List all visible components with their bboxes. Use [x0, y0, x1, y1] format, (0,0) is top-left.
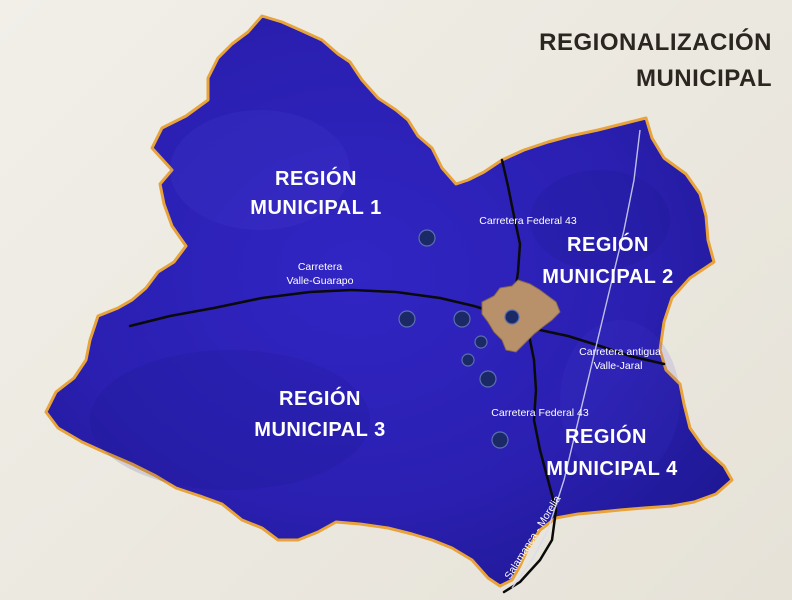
label-valle-guarapo-line1: Carretera [298, 261, 343, 273]
locality-dot [491, 431, 509, 449]
urban-area [481, 279, 561, 353]
region-2-label-line1: REGIÓN [567, 232, 649, 256]
region-3-label-line2: MUNICIPAL 3 [254, 419, 385, 441]
locality-dot [474, 335, 488, 349]
label-federal-43-south: Carretera Federal 43 [491, 407, 589, 419]
road-valle-guarapo [128, 288, 502, 328]
locality-dot [479, 370, 497, 388]
road-salamanca-morelia [511, 129, 641, 589]
region-4-label-line1: REGIÓN [565, 424, 647, 448]
label-federal-43-north: Carretera Federal 43 [479, 215, 577, 227]
locality-dot [453, 310, 471, 328]
localities [398, 229, 520, 449]
road-antigua-valle-jaral [538, 328, 666, 366]
region-4-label-line2: MUNICIPAL 4 [546, 458, 678, 480]
locality-dot [461, 353, 475, 367]
locality-dot [418, 229, 436, 247]
map-title-line1: REGIONALIZACIÓN [539, 28, 772, 56]
locality-dot [398, 310, 416, 328]
road-federal-43-north [500, 158, 522, 302]
region-1-label-line2: MUNICIPAL 1 [250, 197, 381, 219]
region-2-label-line2: MUNICIPAL 2 [542, 266, 673, 288]
road-federal-43-south [502, 328, 558, 594]
map-title-line2: MUNICIPAL [636, 65, 772, 92]
region-boundaries [128, 158, 666, 594]
region-1-label-line1: REGIÓN [275, 166, 357, 190]
label-antigua-line2: Valle-Jaral [594, 360, 643, 372]
region-3-label-line1: REGIÓN [279, 386, 361, 410]
label-valle-guarapo-line2: Valle-Guarapo [287, 275, 354, 287]
municipality-territory [44, 14, 734, 588]
locality-dot [504, 309, 520, 325]
terrain-texture [90, 110, 680, 490]
label-antigua-line1: Carretera antigua [579, 346, 661, 358]
